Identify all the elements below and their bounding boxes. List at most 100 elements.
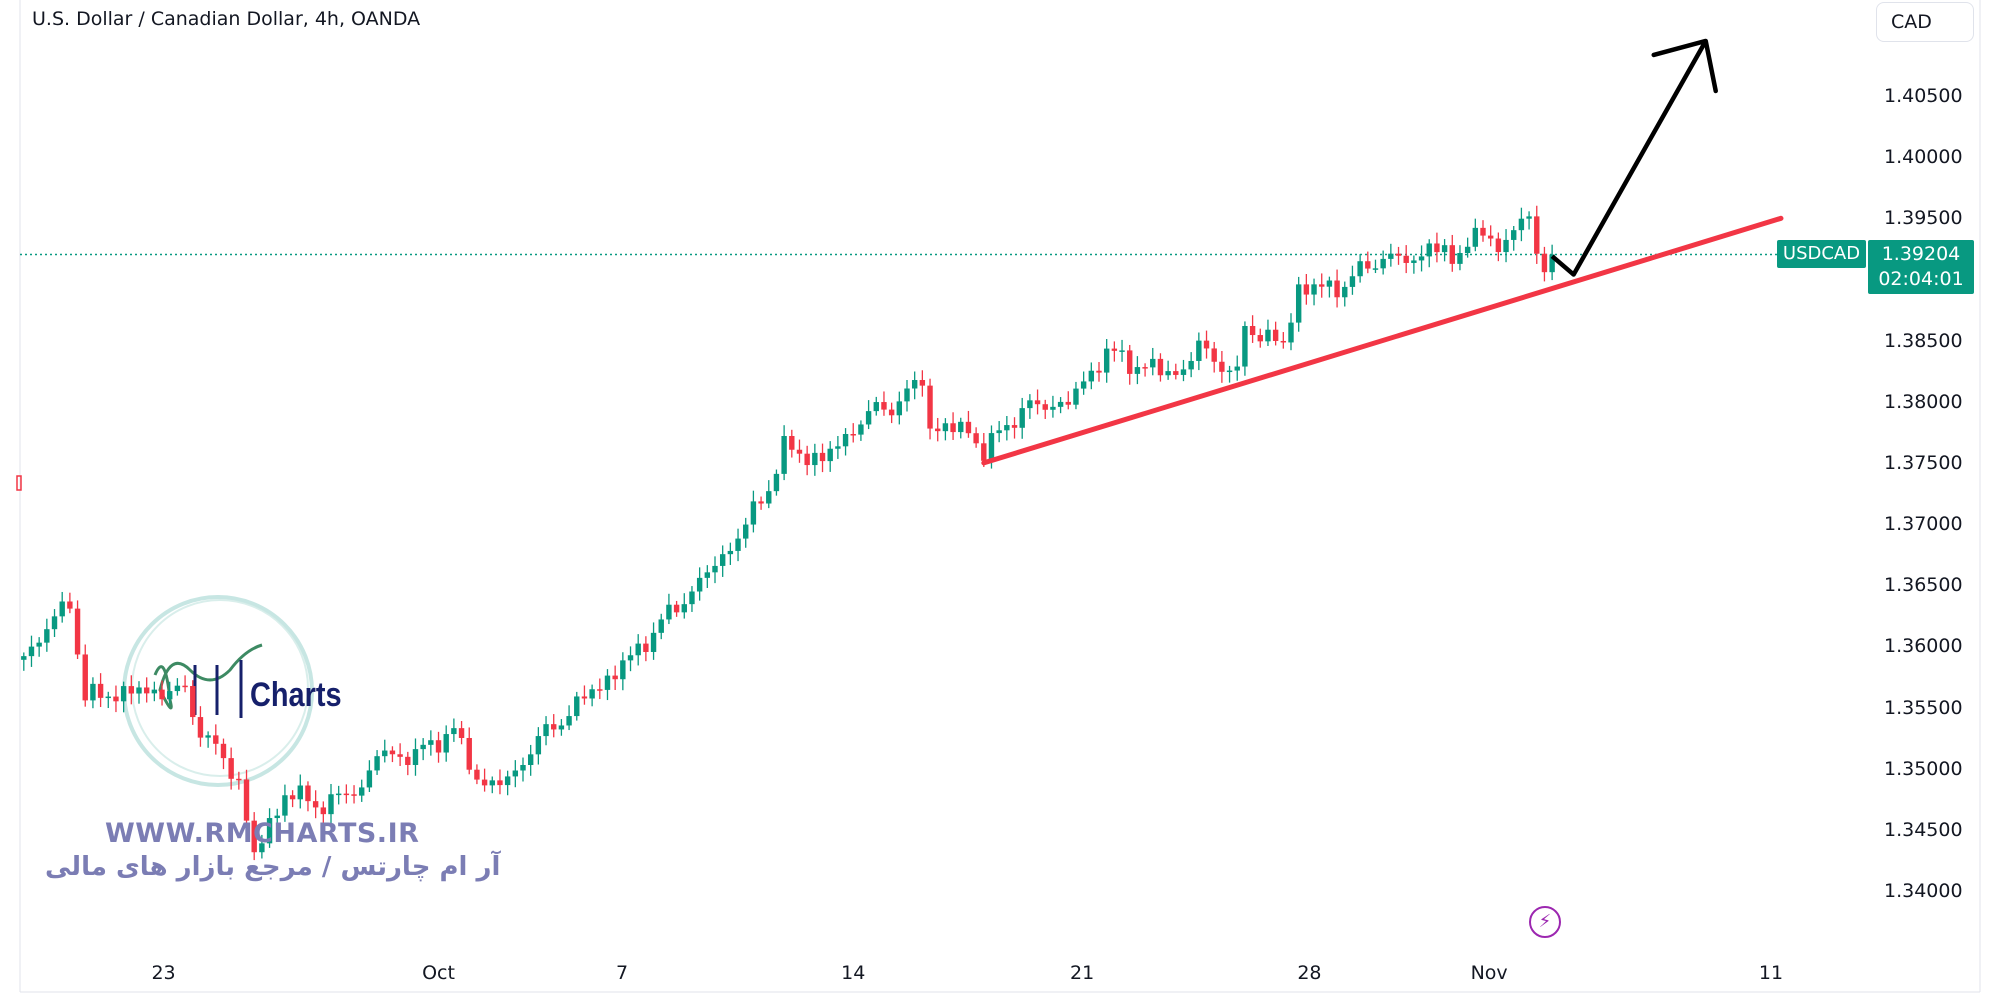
candle	[259, 834, 265, 859]
candle-body	[266, 818, 273, 844]
candle-body	[942, 423, 949, 432]
candle-body	[597, 689, 603, 691]
candle	[1088, 362, 1095, 390]
candle	[1165, 360, 1171, 380]
symbol-label: USDCAD	[1777, 240, 1866, 268]
candle	[1311, 278, 1317, 306]
candle-body	[1157, 358, 1164, 376]
candle-body	[28, 646, 35, 657]
candle-body	[1388, 253, 1394, 259]
candle	[558, 719, 565, 736]
candle	[566, 705, 572, 731]
candle-body	[1180, 369, 1187, 375]
candle-body	[804, 453, 810, 466]
candle-body	[213, 735, 219, 744]
candle	[650, 622, 657, 660]
candle	[835, 436, 841, 459]
candle-body	[919, 380, 926, 386]
candle-body	[574, 696, 580, 717]
candle	[1134, 356, 1141, 385]
candle-body	[1257, 335, 1263, 342]
candle	[74, 600, 81, 660]
candle-body	[343, 793, 350, 796]
candle-body	[520, 765, 526, 771]
candle	[143, 677, 150, 703]
candle-body	[504, 776, 511, 786]
candle-body	[374, 756, 380, 771]
candle	[712, 556, 718, 584]
candle	[1487, 225, 1494, 247]
candle-body	[389, 750, 396, 755]
candle	[489, 776, 495, 794]
candle-body	[74, 608, 81, 655]
candle-body	[673, 604, 680, 613]
candle	[435, 731, 442, 763]
candle	[289, 790, 296, 808]
trendline[interactable]	[981, 215, 1784, 466]
candle	[1418, 245, 1425, 272]
time-tick: 28	[1297, 962, 1322, 984]
currency-button[interactable]: CAD	[1876, 2, 1974, 42]
candle	[451, 718, 457, 742]
candle	[927, 378, 933, 440]
candle-body	[105, 696, 111, 699]
candle-body	[896, 401, 903, 416]
candle	[458, 721, 465, 745]
candle-body	[443, 734, 449, 753]
candle-body	[305, 785, 311, 802]
candle-body	[973, 433, 979, 444]
candle-body	[873, 402, 879, 412]
candle	[213, 724, 219, 755]
candle	[1057, 397, 1064, 414]
candle-body	[712, 565, 718, 573]
candle	[1472, 218, 1479, 252]
candle-body	[819, 452, 826, 462]
candle-body	[1004, 425, 1010, 431]
candle	[205, 731, 211, 748]
candle-body	[190, 686, 196, 718]
candle-body	[835, 446, 841, 449]
candle-body	[1464, 246, 1471, 253]
last-price-label: 1.39204 02:04:01	[1868, 240, 1974, 294]
candle	[581, 685, 588, 705]
projection-arrow[interactable]	[1550, 38, 1718, 277]
candle	[750, 490, 757, 533]
candle-body	[1418, 256, 1425, 261]
candle	[1019, 397, 1025, 439]
left-marker	[16, 475, 22, 491]
lightning-icon[interactable]: ⚡	[1529, 906, 1561, 938]
candle-body	[589, 689, 595, 699]
candle	[1434, 232, 1440, 263]
candle	[305, 781, 311, 812]
price-tick: 1.34000	[1884, 879, 1963, 902]
candle	[174, 678, 181, 696]
candle	[335, 785, 342, 805]
candle-body	[704, 572, 711, 578]
candle	[366, 760, 373, 793]
candle-body	[812, 452, 818, 466]
candle-body	[543, 724, 549, 737]
candle	[67, 592, 73, 614]
candle-body	[1395, 253, 1402, 256]
candle-body	[136, 687, 142, 694]
candle-body	[282, 795, 288, 816]
candle-body	[1134, 367, 1141, 374]
candle	[1518, 207, 1525, 242]
candle	[21, 652, 27, 671]
price-tick: 1.36500	[1884, 574, 1963, 597]
candle	[136, 681, 142, 704]
candle	[1464, 237, 1471, 258]
candle-body	[743, 524, 749, 539]
candle-body	[428, 740, 434, 745]
candle-body	[1503, 239, 1509, 253]
time-tick: 7	[616, 962, 629, 984]
candle	[1411, 255, 1417, 274]
arrow-head	[1651, 38, 1718, 94]
candle-body	[1495, 238, 1502, 253]
candle-body	[44, 629, 50, 643]
bar-countdown: 02:04:01	[1878, 268, 1964, 290]
candle	[896, 391, 903, 425]
candle-body	[781, 436, 787, 474]
candle-body	[842, 434, 849, 447]
